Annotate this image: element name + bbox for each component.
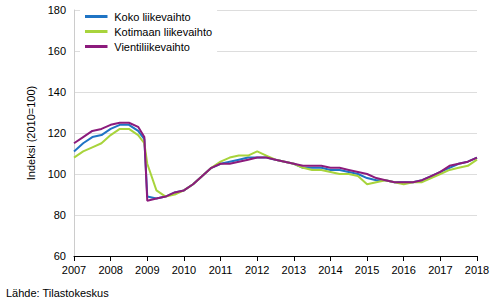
svg-text:2018: 2018 <box>465 264 489 276</box>
svg-text:180: 180 <box>48 4 66 16</box>
svg-text:2011: 2011 <box>209 264 233 276</box>
svg-text:2014: 2014 <box>318 264 342 276</box>
svg-text:2013: 2013 <box>282 264 306 276</box>
svg-text:2017: 2017 <box>428 264 452 276</box>
svg-text:2007: 2007 <box>62 264 86 276</box>
svg-text:2015: 2015 <box>355 264 379 276</box>
svg-text:140: 140 <box>48 86 66 98</box>
svg-text:Koko liikevaihto: Koko liikevaihto <box>114 11 190 23</box>
svg-text:2010: 2010 <box>172 264 196 276</box>
svg-text:160: 160 <box>48 45 66 57</box>
svg-text:60: 60 <box>54 250 66 262</box>
svg-text:2016: 2016 <box>391 264 415 276</box>
svg-text:100: 100 <box>48 168 66 180</box>
svg-text:Vientiliikevaihto: Vientiliikevaihto <box>114 41 190 53</box>
svg-text:2008: 2008 <box>98 264 122 276</box>
svg-text:Lähde: Tilastokeskus: Lähde: Tilastokeskus <box>6 287 109 299</box>
svg-text:Kotimaan liikevaihto: Kotimaan liikevaihto <box>114 26 212 38</box>
svg-text:Indeksi (2010=100): Indeksi (2010=100) <box>25 86 37 180</box>
svg-text:2009: 2009 <box>135 264 159 276</box>
svg-text:2012: 2012 <box>245 264 269 276</box>
svg-text:120: 120 <box>48 127 66 139</box>
svg-text:80: 80 <box>54 209 66 221</box>
